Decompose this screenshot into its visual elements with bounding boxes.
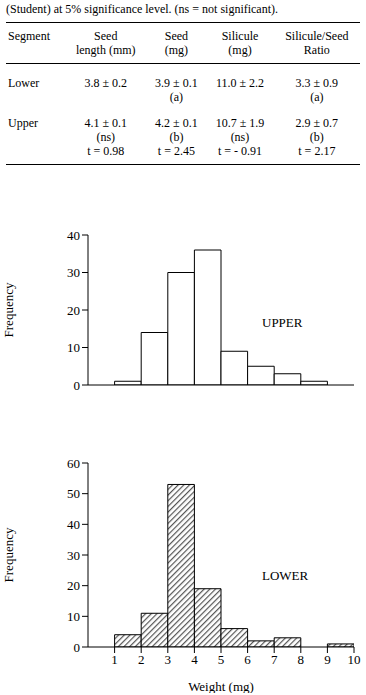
svg-text:60: 60 (67, 456, 80, 471)
html-text:Upper: Upper (8, 116, 38, 130)
html-text:(mg): (mg) (228, 43, 252, 57)
html-text:(a): (a) (169, 90, 184, 104)
html-text:Ratio: Ratio (303, 43, 330, 57)
html-text:LOWER: LOWER (262, 568, 309, 583)
html-text:t = 0.98: t = 0.98 (87, 144, 125, 158)
html-text:(ns): (ns) (230, 130, 250, 144)
svg-text:5: 5 (218, 652, 225, 667)
html-text:(b): (b) (169, 130, 184, 144)
svg-text:20: 20 (67, 303, 80, 318)
svg-text:Frequency: Frequency (8, 282, 16, 337)
svg-text:8: 8 (298, 652, 305, 667)
svg-text:0: 0 (74, 378, 81, 393)
html-text:Segment: Segment (8, 29, 50, 43)
html-text:(Student) at 5% significance l: (Student) at 5% significance level. (ns … (6, 2, 278, 16)
html-text:Silicule/Seed: Silicule/Seed (285, 29, 349, 43)
svg-text:40: 40 (67, 517, 80, 532)
svg-text:4: 4 (191, 652, 198, 667)
html-text:t = - 0.91: t = - 0.91 (217, 144, 262, 158)
svg-text:2: 2 (138, 652, 145, 667)
html-text:UPPER: UPPER (262, 315, 303, 330)
html-text:10.7 ± 1.9: 10.7 ± 1.9 (215, 116, 265, 130)
html-text:3.3 ± 0.9: 3.3 ± 0.9 (295, 76, 339, 90)
html-text:(ns): (ns) (96, 130, 116, 144)
svg-text:7: 7 (271, 652, 278, 667)
html-text:t = 2.17: t = 2.17 (298, 144, 336, 158)
svg-text:9: 9 (324, 652, 331, 667)
svg-text:1: 1 (111, 652, 118, 667)
svg-text:50: 50 (67, 486, 80, 501)
svg-text:10: 10 (348, 652, 359, 667)
html-text:length (mm): length (mm) (75, 43, 136, 57)
html-text:Silicule: Silicule (221, 29, 259, 43)
html-text:2.9 ± 0.7: 2.9 ± 0.7 (295, 116, 339, 130)
html-text:4.1 ± 0.1: 4.1 ± 0.1 (84, 116, 127, 130)
svg-text:10: 10 (67, 340, 80, 355)
html-text:(a): (a) (310, 90, 324, 104)
html-text:t = 2.45: t = 2.45 (157, 144, 195, 158)
html-text:11.0 ± 2.2: 11.0 ± 2.2 (215, 76, 264, 90)
svg-text:Frequency: Frequency (8, 527, 16, 582)
svg-text:40: 40 (67, 228, 80, 243)
svg-text:10: 10 (67, 609, 80, 624)
html-text:3.8 ± 0.2: 3.8 ± 0.2 (84, 76, 127, 90)
html-text:(mg): (mg) (164, 43, 189, 57)
svg-text:3: 3 (165, 652, 172, 667)
svg-text:30: 30 (67, 265, 80, 280)
html-text:Lower: Lower (8, 76, 40, 90)
svg-text:Weight (mg): Weight (mg) (188, 679, 254, 693)
html-text:4.2 ± 0.1: 4.2 ± 0.1 (155, 116, 198, 130)
html-text:(b): (b) (309, 130, 324, 144)
html-text:Seed: Seed (164, 29, 189, 43)
svg-text:30: 30 (67, 548, 80, 563)
svg-text:20: 20 (67, 578, 80, 593)
svg-text:0: 0 (74, 640, 81, 655)
html-text:Seed: Seed (94, 29, 118, 43)
html-text:3.9 ± 0.1: 3.9 ± 0.1 (155, 76, 198, 90)
svg-text:6: 6 (244, 652, 251, 667)
